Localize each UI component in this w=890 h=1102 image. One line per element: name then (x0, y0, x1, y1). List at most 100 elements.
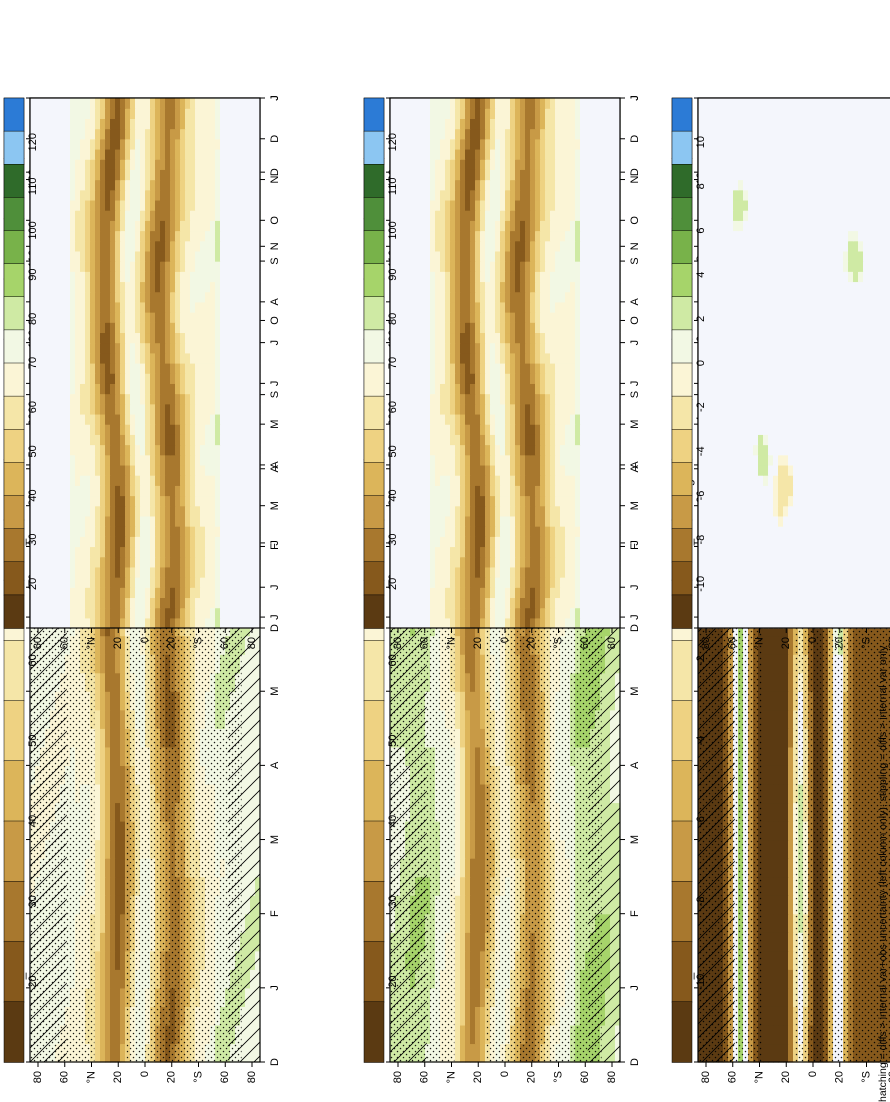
heat-cell (45, 220, 51, 232)
heat-cell (40, 597, 46, 609)
heat-cell (245, 454, 251, 466)
heat-cell (35, 281, 41, 293)
heat-cell (195, 322, 201, 334)
heat-cell (160, 301, 166, 313)
heat-cell (115, 464, 121, 476)
heat-cell (115, 128, 121, 140)
heat-cell (235, 342, 241, 354)
heat-cell (155, 566, 161, 578)
x-tick-label: N (269, 242, 281, 250)
heat-cell (145, 556, 151, 568)
colorbar-label: 20 (27, 578, 39, 590)
heat-cell (95, 802, 101, 822)
heat-cell (115, 577, 121, 588)
heat-cell (190, 475, 196, 486)
heat-cell (80, 271, 86, 283)
heat-cell (95, 108, 101, 119)
heat-cell (75, 271, 81, 283)
colorbar-label: 90 (27, 269, 39, 281)
heat-cell (145, 118, 151, 130)
heat-cell (220, 566, 226, 578)
heat-cell (170, 485, 176, 497)
heat-cell (100, 765, 106, 785)
heat-cell (195, 403, 201, 415)
heat-cell (235, 617, 241, 629)
heat-cell (180, 403, 186, 415)
heat-cell (50, 587, 56, 599)
heat-cell (60, 128, 66, 140)
heat-cell (35, 556, 41, 568)
heat-cell (85, 271, 91, 283)
heat-cell (125, 199, 131, 211)
heat-cell (145, 138, 151, 150)
heat-cell (85, 322, 91, 334)
heat-cell (190, 515, 196, 527)
heat-cell (120, 617, 126, 629)
heat-cell (255, 444, 261, 456)
heat-cell (250, 322, 256, 334)
heat-cell (200, 617, 206, 629)
heat-cell (65, 118, 71, 130)
heat-cell (130, 475, 136, 486)
heat-cell (135, 210, 141, 221)
heat-cell (235, 464, 241, 476)
heat-cell (155, 98, 161, 109)
heat-cell (170, 261, 176, 272)
colorbar-swatch (3, 296, 25, 331)
heat-cell (130, 424, 136, 435)
heat-cell (180, 515, 186, 527)
heat-cell (105, 454, 111, 466)
heat-cell (80, 383, 86, 395)
heat-cell (145, 250, 151, 262)
heat-cell (255, 434, 261, 446)
heat-cell (245, 505, 251, 517)
heat-cell (230, 240, 236, 252)
heat-cell (105, 950, 111, 970)
heat-cell (140, 587, 146, 599)
heat-cell (155, 148, 161, 160)
heat-cell (55, 403, 61, 415)
heat-cell (135, 332, 141, 344)
heat-cell (95, 505, 101, 517)
heat-cell (180, 342, 186, 354)
heat-cell (105, 301, 111, 313)
heat-cell (210, 373, 216, 384)
heat-cell (105, 515, 111, 527)
x-tick-label: J (269, 985, 281, 991)
heat-cell (175, 301, 181, 313)
heat-cell (235, 577, 241, 588)
colorbar-swatch (3, 760, 25, 822)
heat-cell (250, 556, 256, 568)
heat-cell (190, 444, 196, 456)
heat-cell (240, 271, 246, 283)
heat-cell (170, 464, 176, 476)
heat-cell (120, 179, 126, 191)
y-tick-label: °S (192, 1071, 204, 1083)
heat-cell (90, 98, 96, 109)
heat-cell (155, 342, 161, 354)
heat-cell (95, 950, 101, 970)
heat-cell (130, 230, 136, 242)
heat-cell (45, 373, 51, 384)
heat-cell (35, 220, 41, 232)
heat-cell (60, 587, 66, 599)
heat-cell (190, 536, 196, 548)
heat-cell (205, 495, 211, 507)
heat-cell (220, 434, 226, 446)
heat-cell (65, 597, 71, 609)
heat-cell (220, 322, 226, 334)
heat-cell (230, 393, 236, 405)
heat-cell (195, 98, 201, 109)
heat-cell (255, 322, 261, 334)
heat-cell (210, 444, 216, 456)
heat-cell (145, 597, 151, 609)
heat-cell (110, 413, 116, 425)
heat-cell (140, 577, 146, 588)
heat-cell (230, 210, 236, 221)
heat-cell (210, 291, 216, 303)
heat-cell (115, 444, 121, 456)
heat-cell (135, 128, 141, 140)
heat-cell (155, 332, 161, 344)
heat-cell (150, 312, 156, 323)
heat-cell (130, 312, 136, 323)
